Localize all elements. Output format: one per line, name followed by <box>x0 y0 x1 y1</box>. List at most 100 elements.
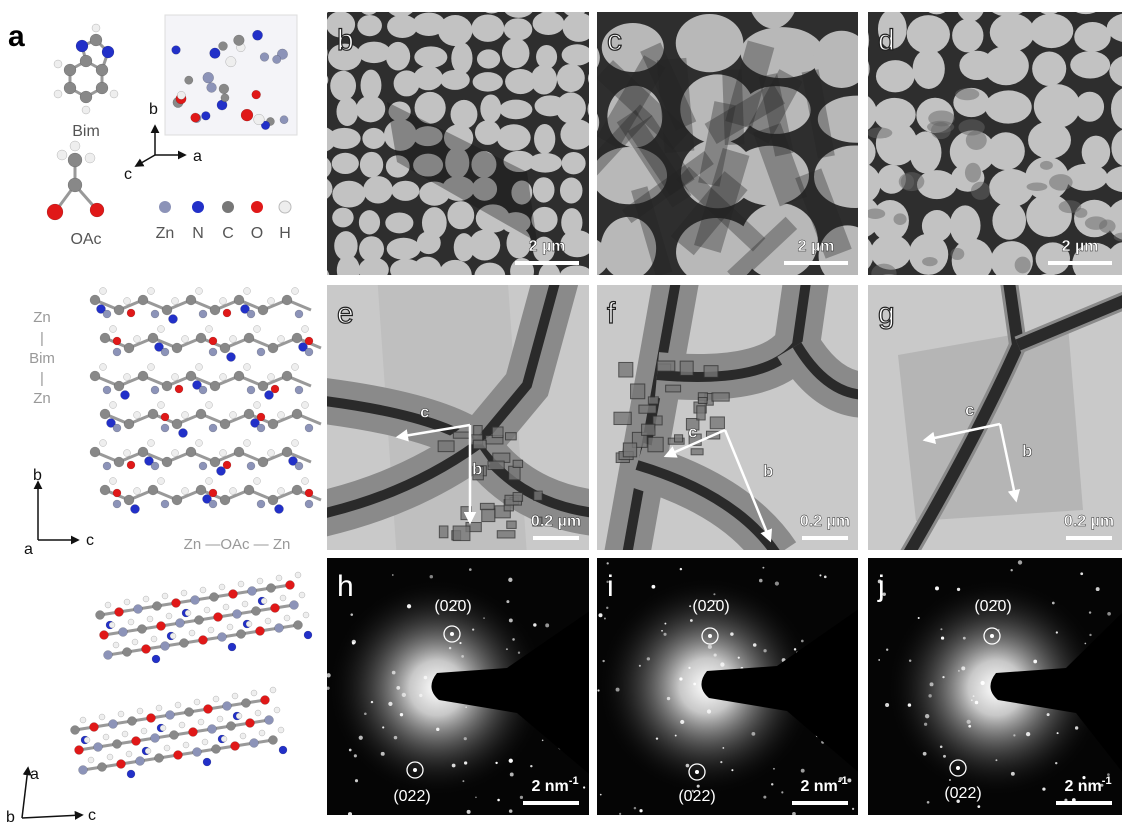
atom <box>189 728 198 737</box>
atom <box>247 386 255 394</box>
spot <box>688 667 690 669</box>
legend-label: H <box>279 225 291 242</box>
atom <box>172 450 179 457</box>
atom <box>242 699 251 708</box>
atom <box>269 736 278 745</box>
atom <box>227 722 236 731</box>
spot <box>930 682 934 686</box>
atom <box>201 111 210 120</box>
atom <box>103 462 111 470</box>
image-panel: cbe0.2 µm <box>317 275 627 564</box>
scale-bar-text: 2 µm <box>529 238 566 255</box>
spot <box>530 765 532 767</box>
atom <box>100 409 110 419</box>
atom <box>186 371 196 381</box>
spot <box>619 813 621 815</box>
image-panel: cbf0.2 µm <box>597 275 867 555</box>
spot <box>775 581 779 585</box>
spot <box>956 766 960 770</box>
spot <box>722 747 724 749</box>
atom <box>88 757 94 763</box>
spot <box>819 574 821 576</box>
atom <box>153 602 162 611</box>
hole <box>1026 194 1072 237</box>
hole <box>1030 14 1074 48</box>
flake <box>482 509 495 522</box>
atom <box>192 201 204 213</box>
spot <box>713 593 715 595</box>
hole <box>813 31 870 88</box>
spot <box>801 640 804 643</box>
atom <box>162 593 168 599</box>
spot <box>413 768 417 772</box>
spot <box>1047 713 1050 716</box>
spot <box>469 568 472 571</box>
spot <box>450 632 454 636</box>
spot <box>355 779 358 782</box>
crystal <box>927 121 954 133</box>
atom <box>290 601 299 610</box>
hole <box>296 264 330 290</box>
atom <box>203 72 214 83</box>
spot <box>1026 732 1030 736</box>
spot <box>1096 587 1100 591</box>
atom <box>126 751 132 757</box>
atom <box>109 720 118 729</box>
flake <box>473 440 486 449</box>
atom <box>210 457 220 467</box>
atom <box>159 201 171 213</box>
atom <box>244 333 254 343</box>
panel-label: j <box>877 570 885 603</box>
axis-label: a <box>193 148 202 165</box>
axis-label: b <box>149 101 158 118</box>
atom <box>257 578 263 584</box>
atom <box>162 457 172 467</box>
atom <box>158 326 165 333</box>
spot <box>1057 732 1059 734</box>
atom <box>210 48 221 59</box>
atom <box>76 40 88 52</box>
atom <box>182 336 189 343</box>
hole <box>414 46 447 68</box>
hole <box>584 0 616 9</box>
hole <box>392 181 420 201</box>
crystal <box>1015 257 1031 274</box>
panel-label: a <box>8 20 25 53</box>
atom <box>206 326 213 333</box>
atom <box>119 628 128 637</box>
atom <box>194 699 200 705</box>
atom <box>258 305 268 315</box>
axis-label: c <box>88 807 96 824</box>
atom <box>210 305 220 315</box>
flake <box>513 460 522 467</box>
atom <box>244 440 251 447</box>
axis-label: b <box>472 459 482 478</box>
spot <box>824 576 827 579</box>
atom <box>179 722 185 728</box>
flake <box>488 461 504 469</box>
flake <box>680 361 693 375</box>
atom <box>231 742 240 751</box>
spot <box>1107 612 1111 616</box>
atom <box>160 725 166 731</box>
atom <box>172 599 181 608</box>
atom <box>179 429 188 438</box>
atom <box>96 82 108 94</box>
image-panel: (02̄0)(022)h2 nm-1 <box>326 558 594 816</box>
hole <box>1065 164 1107 191</box>
chain-text: Zn <box>33 309 51 326</box>
spot <box>354 754 357 757</box>
panel-label: h <box>337 570 354 603</box>
atom <box>304 631 312 639</box>
flake <box>438 441 454 452</box>
atom <box>209 489 217 497</box>
panel-label: d <box>878 24 895 57</box>
axis-label: a <box>30 766 39 783</box>
atom <box>124 419 134 429</box>
spot <box>968 725 971 728</box>
atom <box>295 462 303 470</box>
atom <box>138 371 148 381</box>
atom <box>100 288 107 295</box>
atom <box>209 424 217 432</box>
atom <box>172 419 182 429</box>
